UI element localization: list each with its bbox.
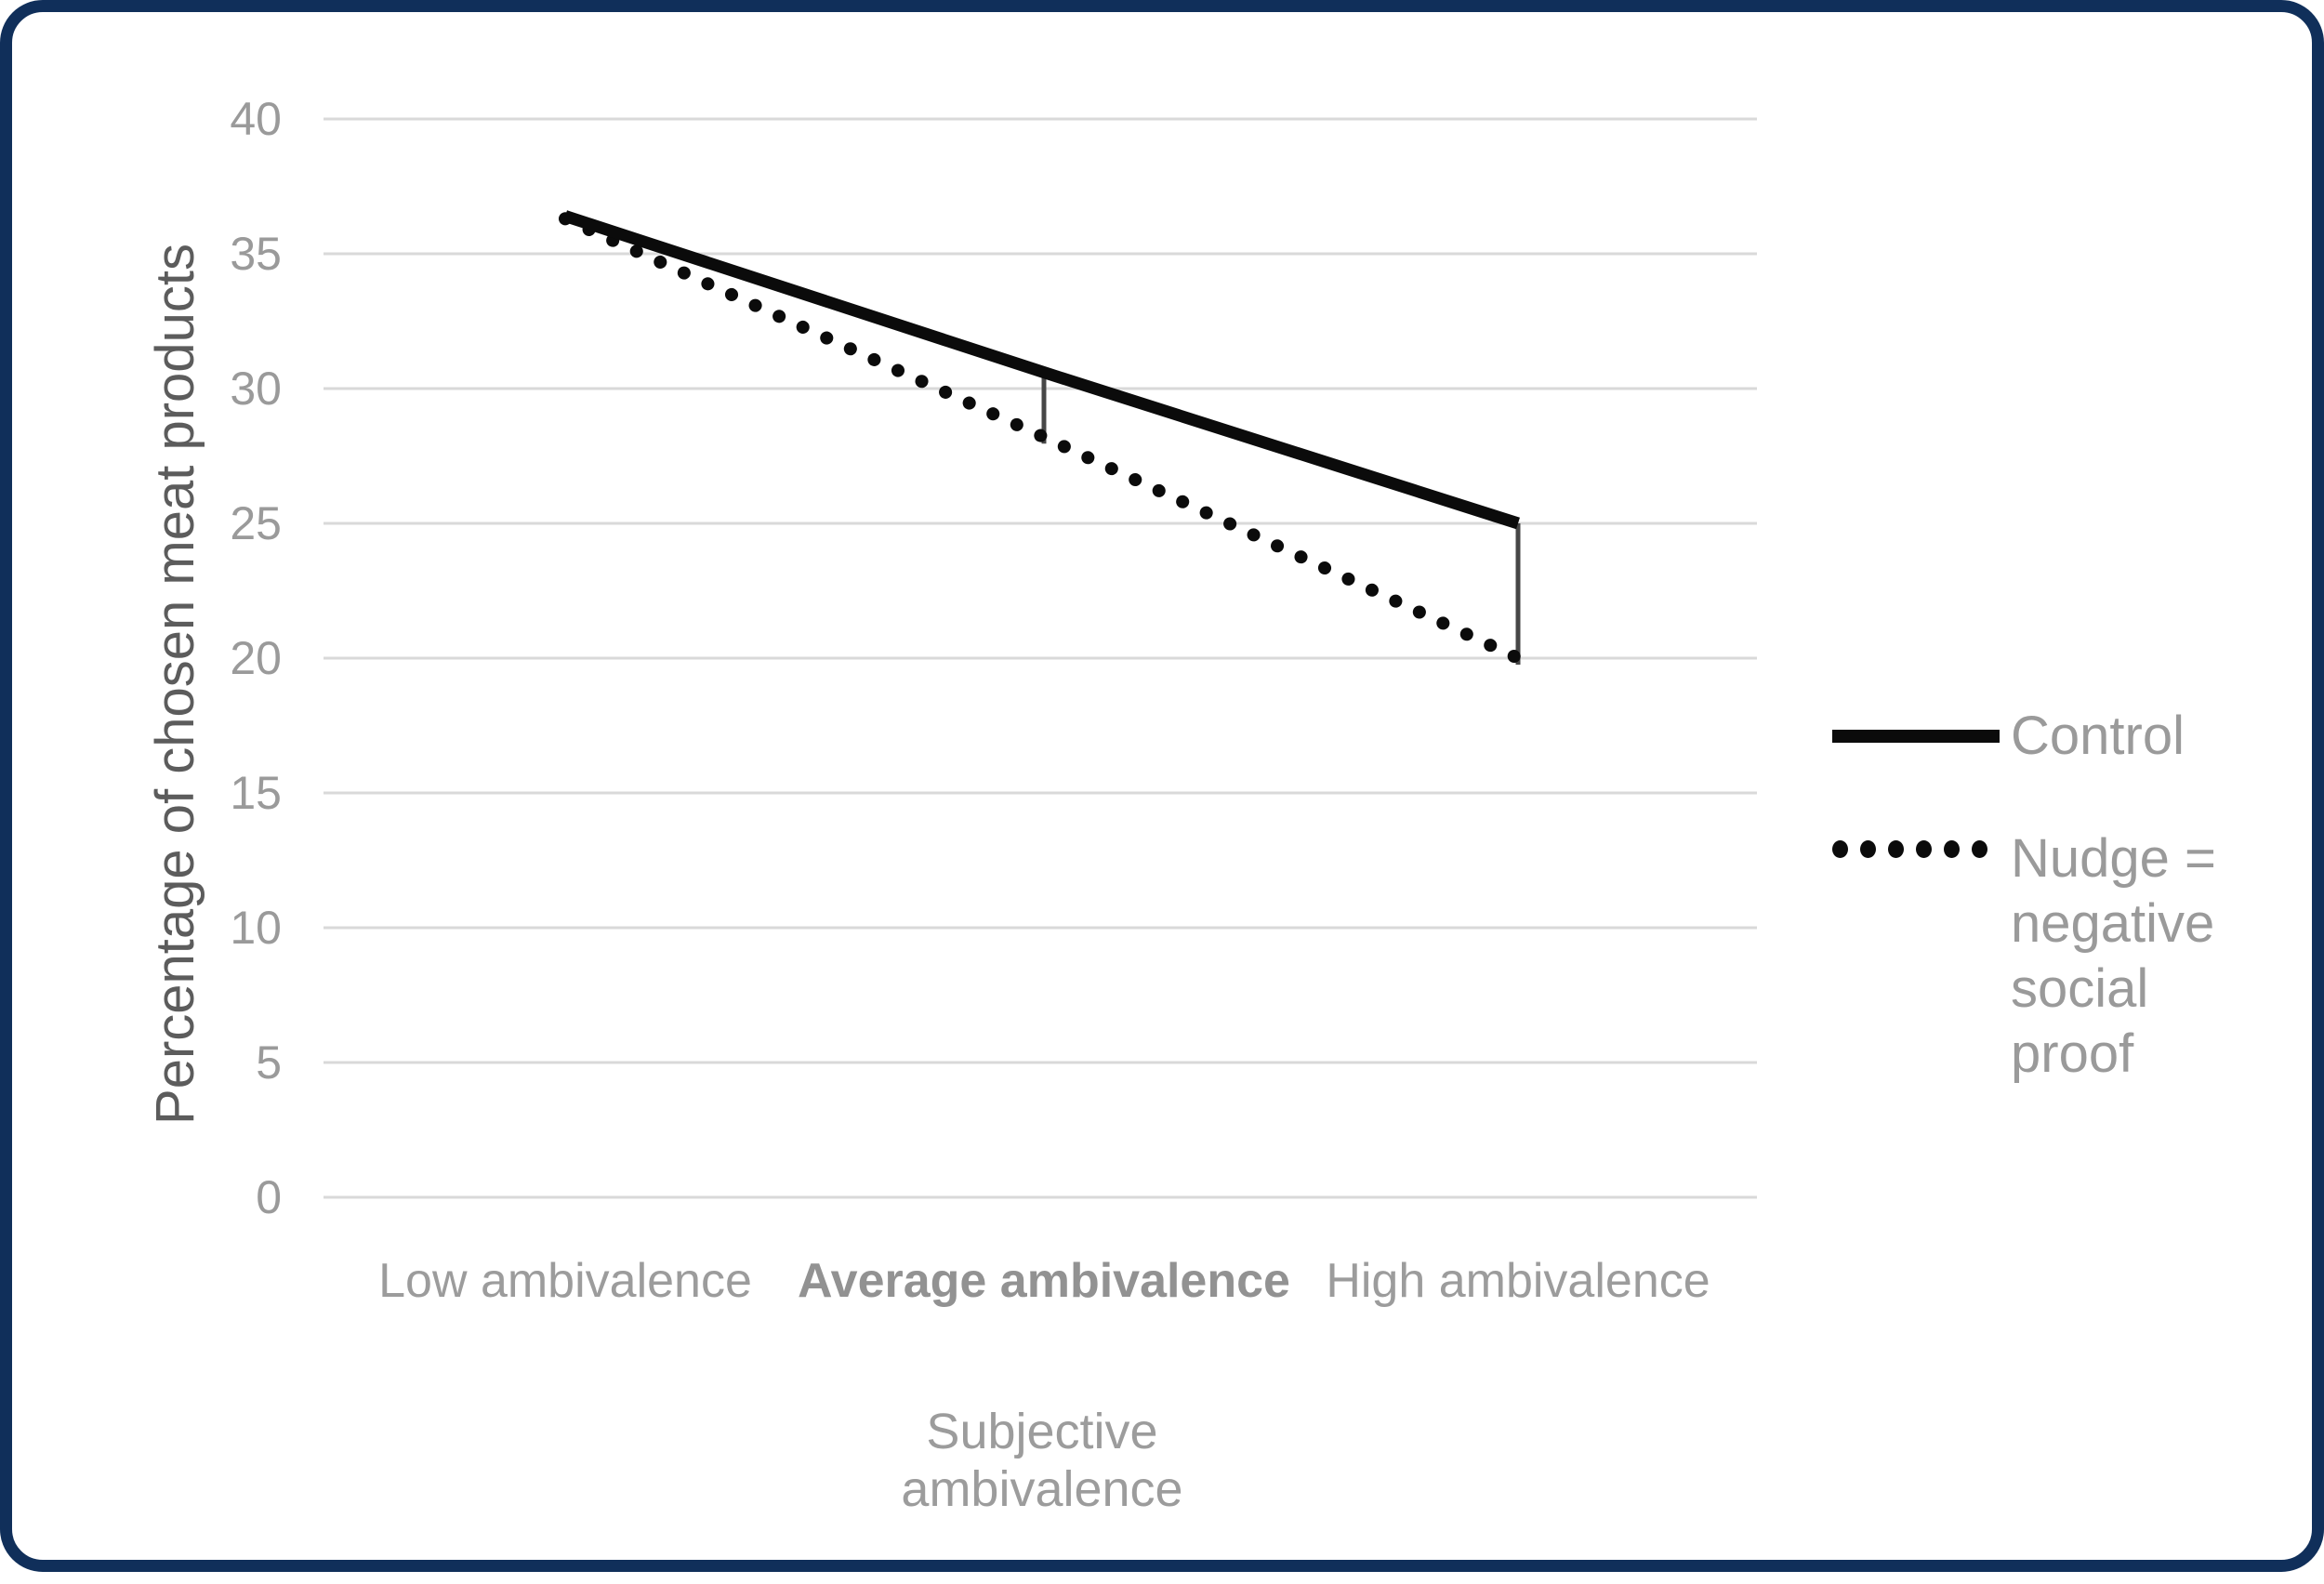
x-tick-label: High ambivalence	[1239, 1248, 1797, 1313]
series-line-control	[565, 216, 1518, 523]
dot-icon	[1916, 840, 1932, 858]
legend-label-control: Control	[2011, 703, 2185, 770]
solid-line-swatch	[1832, 703, 2011, 743]
y-tick-label: 10	[114, 894, 282, 961]
legend-item-control: Control	[1832, 703, 2185, 770]
y-tick-label: 40	[114, 86, 282, 152]
legend-item-nudge: Nudge = negative social proof	[1832, 826, 2252, 1087]
dot-icon	[1860, 840, 1876, 858]
y-tick-label: 5	[114, 1029, 282, 1096]
dot-icon	[1944, 840, 1960, 858]
y-tick-label: 25	[114, 490, 282, 557]
dot-icon	[1888, 840, 1904, 858]
series-line-nudge	[565, 218, 1518, 658]
solid-line-icon	[1832, 730, 2000, 743]
x-axis-title: Subjective ambivalence	[782, 1403, 1302, 1518]
dot-icon	[1832, 840, 1848, 858]
y-tick-label: 15	[114, 759, 282, 826]
y-tick-label: 0	[114, 1164, 282, 1231]
y-tick-label: 30	[114, 355, 282, 422]
y-tick-label: 35	[114, 220, 282, 287]
y-tick-label: 20	[114, 625, 282, 692]
dot-icon	[1972, 840, 1987, 858]
x-tick-label: Low ambivalence	[286, 1248, 844, 1313]
dotted-line-icon	[1832, 840, 2011, 858]
dotted-line-swatch	[1832, 826, 2011, 858]
line-plot	[12, 12, 2324, 1584]
legend-label-nudge: Nudge = negative social proof	[2011, 826, 2252, 1087]
